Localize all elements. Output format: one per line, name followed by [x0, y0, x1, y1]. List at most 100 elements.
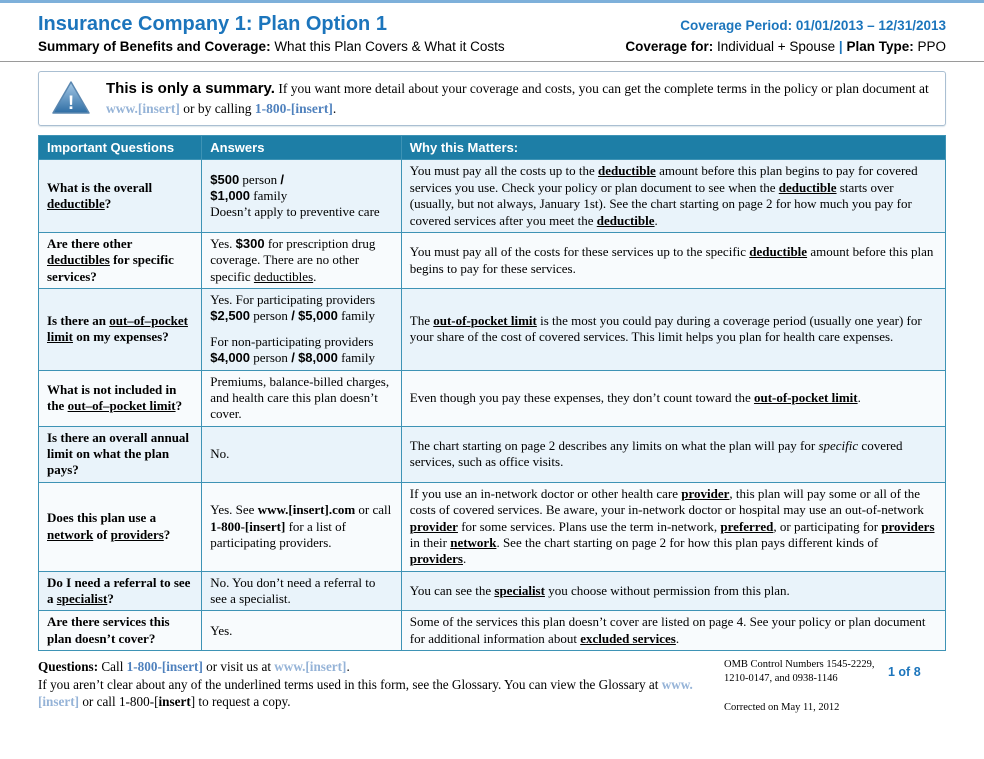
text-run: deductible [749, 244, 808, 260]
banner-text: This is only a summary. If you want more… [106, 78, 933, 118]
text-run: out–of–pocket limit [47, 312, 188, 345]
page-number: 1 of 8 [888, 665, 921, 680]
text-paragraph: Yes. [210, 623, 393, 639]
subtitle-bold: Summary of Benefits and Coverage: [38, 39, 271, 54]
text-run: providers [110, 526, 164, 542]
question-cell: What is not included in the out–of–pocke… [37, 369, 203, 427]
text-paragraph: No. You don’t need a referral to see a s… [210, 575, 393, 608]
text-run: $1,000 [210, 188, 251, 204]
text-run: ? [107, 591, 114, 607]
why-cell: You must pay all the costs up to the ded… [400, 159, 947, 233]
text-run: If you use an in-network doctor or other… [409, 485, 682, 501]
text-run: This is only a summary. [106, 80, 275, 97]
why-cell: If you use an in-network doctor or other… [400, 481, 947, 572]
web-link[interactable]: www.[insert] [38, 676, 693, 710]
text-run: $2,500 [210, 308, 251, 324]
col-header-why-this-matters: Why this Matters: [400, 135, 947, 161]
text-run: out-of-pocket limit [753, 389, 858, 405]
text-run: providers [409, 551, 463, 567]
text-run: ? [163, 526, 171, 542]
text-run: or call [79, 694, 119, 710]
text-run: for specific services? [47, 252, 174, 284]
text-run: Individual + Spouse [713, 39, 839, 54]
text-run: Some of the services this plan doesn’t c… [409, 614, 926, 646]
text-run: Are there other [47, 235, 133, 251]
table-row: Is there an overall annual limit on what… [37, 425, 947, 483]
text-run: Call [98, 659, 127, 675]
text-run: you choose without permission from this … [544, 582, 790, 598]
text-run: Do I need a referral to see a [47, 574, 191, 607]
why-cell: You can see the specialist you choose wi… [400, 570, 947, 612]
text-run: deductibles [47, 252, 110, 268]
text-paragraph: Do I need a referral to see a specialist… [47, 575, 193, 608]
table-row: Are there services this plan doesn’t cov… [37, 610, 947, 652]
coverage-for: Coverage for: Individual + Spouse | Plan… [625, 39, 946, 54]
text-run: . [313, 268, 317, 284]
web-link[interactable]: www.[insert] [274, 659, 347, 675]
phone-link[interactable]: 1-800-[insert] [126, 659, 203, 675]
text-paragraph: The out-of-pocket limit is the most you … [410, 313, 937, 346]
text-run: If you aren’t clear about any of the und… [38, 676, 662, 692]
text-run: Yes. See [210, 502, 258, 518]
text-run: | [838, 39, 843, 54]
text-run: amount before this plan begins to pay fo… [409, 163, 918, 195]
text-run: $5,000 [298, 308, 338, 324]
text-run: . [332, 101, 337, 117]
coverage-period-label: Coverage Period: [680, 18, 793, 33]
text-paragraph: This is only a summary. If you want more… [106, 78, 933, 118]
text-run: in their [409, 534, 451, 550]
text-run: The chart starting on page 2 describes a… [409, 437, 819, 453]
text-run: No. [210, 446, 230, 462]
text-paragraph: $500 person / $1,000 family Doesn’t apply … [210, 172, 393, 221]
text-run: amount before this plan begins to pay fo… [409, 244, 934, 276]
text-run: Yes. [210, 235, 236, 251]
text-run: Is there an [47, 312, 110, 328]
text-run: deductibles [253, 268, 314, 284]
text-paragraph: Yes. $300 for prescription drug coverage… [210, 236, 393, 285]
text-run: 1-800-[insert] [210, 518, 286, 534]
text-run: . [654, 212, 658, 228]
text-run: $300 [235, 235, 265, 251]
page-title: Insurance Company 1: Plan Option 1 [38, 13, 387, 35]
text-run: . [346, 659, 350, 675]
question-cell: Is there an overall annual limit on what… [37, 425, 203, 483]
text-run: specialist [56, 591, 108, 607]
text-run: You can see the [409, 582, 495, 598]
web-link[interactable]: www.[insert] [106, 101, 180, 117]
footer-meta: OMB Control Numbers 1545-2229, 1210-0147… [724, 658, 946, 713]
question-cell: Are there services this plan doesn’t cov… [37, 610, 203, 652]
why-cell: The out-of-pocket limit is the most you … [400, 288, 947, 371]
text-run: or by calling [179, 101, 255, 117]
text-run: deductible [47, 196, 105, 212]
text-run: You must pay all of the costs for these … [409, 244, 750, 260]
text-run: Is there an overall annual limit on what… [47, 429, 190, 478]
text-run: out-of-pocket limit [433, 312, 537, 328]
text-run: specialist [494, 582, 545, 598]
text-run: or visit us at [202, 659, 275, 675]
text-run: What is not included in the [47, 381, 177, 414]
answer-cell: Yes. [201, 610, 402, 652]
table-row: Are there other deductibles for specific… [37, 231, 947, 290]
text-run: family [337, 308, 376, 324]
why-cell: You must pay all of the costs for these … [400, 231, 947, 290]
text-run: $4,000 [210, 350, 251, 366]
header-divider [0, 61, 984, 62]
table-row: What is the overall deductible? $500 pers… [37, 159, 947, 233]
text-run: deductible [596, 212, 655, 228]
subtitle-rest: What this Plan Covers & What it Costs [270, 39, 505, 54]
phone-link[interactable]: 1-800-[insert] [254, 101, 333, 117]
text-paragraph: Does this plan use a network of provider… [47, 510, 193, 543]
text-run: provider [409, 518, 458, 534]
col-header-answers: Answers [201, 135, 402, 161]
text-run: deductible [598, 163, 656, 179]
why-cell: Some of the services this plan doesn’t c… [400, 610, 947, 652]
text-run: You must pay all the costs up to the [409, 163, 599, 179]
text-run: ? [175, 398, 183, 414]
text-run: covered services, such as office visits. [409, 437, 903, 470]
table-row: Do I need a referral to see a specialist… [37, 570, 947, 612]
sbc-page: Insurance Company 1: Plan Option 1 Cover… [0, 3, 984, 759]
answer-cell: No. You don’t need a referral to see a s… [201, 570, 402, 612]
text-paragraph: If you use an in-network doctor or other… [410, 486, 937, 568]
col-header-important-questions: Important Questions [37, 135, 203, 161]
corrected-date: Corrected on May 11, 2012 [724, 702, 840, 714]
